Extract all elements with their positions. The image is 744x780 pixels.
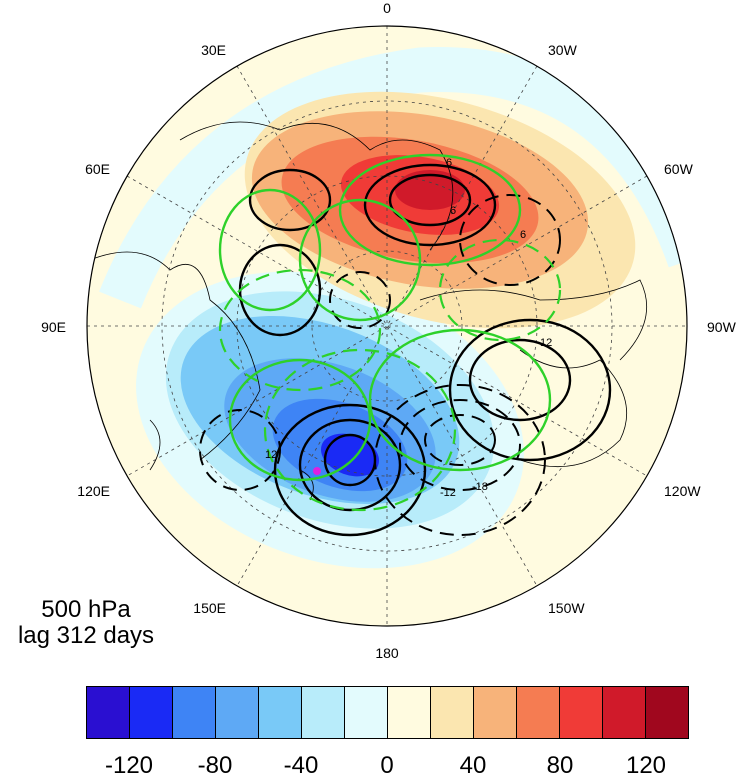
- colorbar-label: -40: [283, 752, 319, 779]
- lon-label-150w: 150W: [548, 600, 585, 616]
- colorbar-box: [474, 687, 517, 738]
- colorbar-box: [388, 687, 431, 738]
- colorbar-box: [87, 687, 130, 738]
- polar-map: 6 6 -12 12 -18 6 12 0 30W 60W 90W 120W 1…: [41, 0, 737, 661]
- lon-label-90e: 90E: [41, 319, 66, 335]
- pressure-level: 500 hPa: [41, 596, 131, 623]
- colorbar-box: [302, 687, 345, 738]
- lon-label-120w: 120W: [664, 483, 701, 499]
- colorbar-box: [517, 687, 560, 738]
- lon-label-90w: 90W: [707, 319, 737, 335]
- colorbar-label: -80: [197, 752, 233, 779]
- green-contours: [218, 153, 552, 482]
- colorbar-box: [173, 687, 216, 738]
- lon-label-120e: 120E: [77, 483, 110, 499]
- colorbar-box: [603, 687, 646, 738]
- lon-label-150e: 150E: [193, 600, 226, 616]
- lon-label-0: 0: [383, 0, 391, 16]
- green-dashed-contours: [218, 238, 562, 512]
- lon-label-60e: 60E: [85, 161, 110, 177]
- shaded-anomaly: [87, 26, 687, 626]
- lag-label: lag 312 days: [17, 622, 155, 649]
- contour-label: 12: [265, 449, 277, 461]
- colorbar-label: 80: [546, 752, 574, 779]
- colorbar-label: -120: [104, 752, 154, 779]
- colorbar-box: [345, 687, 388, 738]
- coastlines: [89, 121, 647, 501]
- graticule: [87, 26, 687, 626]
- colorbar-box: [646, 687, 688, 738]
- contour-label: 6: [450, 205, 456, 217]
- contour-label: -12: [440, 487, 456, 499]
- colorbar: [86, 686, 689, 739]
- contour-label: -18: [472, 481, 488, 493]
- lon-label-60w: 60W: [664, 161, 694, 177]
- contour-label: 6: [520, 229, 526, 241]
- colorbar-label: 120: [625, 752, 667, 779]
- lon-label-30w: 30W: [548, 42, 578, 58]
- colorbar-box: [130, 687, 173, 738]
- black-dashed-contours: [199, 194, 561, 536]
- lon-label-30e: 30E: [201, 42, 226, 58]
- location-marker: [313, 467, 321, 475]
- black-contours: [238, 163, 612, 537]
- colorbar-box: [259, 687, 302, 738]
- contour-labels: 6 6 -12 12 -18 6 12: [265, 157, 552, 499]
- panel-annotation: 500 hPa lag 312 days: [6, 597, 166, 649]
- contour-label: 12: [540, 337, 552, 349]
- colorbar-box: [560, 687, 603, 738]
- colorbar-box: [431, 687, 474, 738]
- map-border: [86, 25, 688, 627]
- contour-label: 6: [446, 157, 452, 169]
- colorbar-label: 0: [380, 752, 394, 779]
- colorbar-label: 40: [459, 752, 487, 779]
- colorbar-box: [216, 687, 259, 738]
- lon-label-180: 180: [375, 645, 399, 661]
